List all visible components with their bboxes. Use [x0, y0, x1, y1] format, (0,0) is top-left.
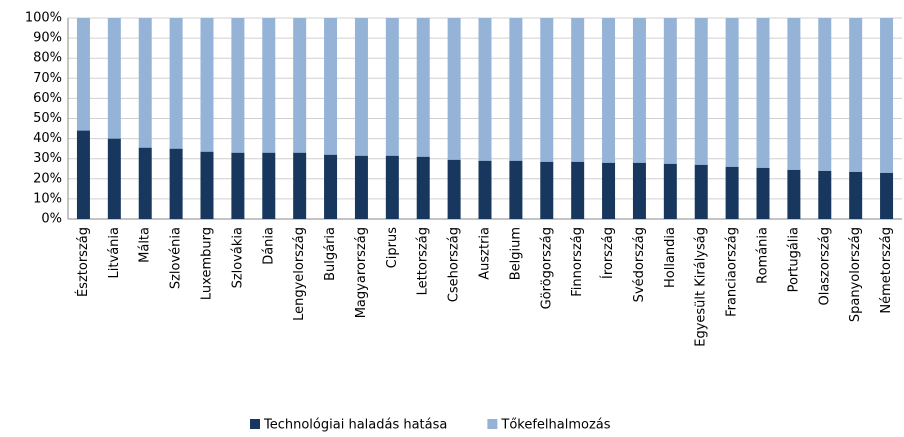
x-tick-label: Litvánia — [107, 227, 122, 278]
bar-segment — [818, 18, 832, 171]
bar-segment — [200, 151, 214, 219]
bar-segment — [571, 18, 585, 162]
bar-segment — [416, 156, 430, 219]
bar-segment — [725, 18, 739, 167]
bar-segment — [602, 162, 616, 219]
bar-segment — [849, 171, 863, 219]
bar-segment — [632, 162, 646, 219]
x-tick-label: Franciaország — [725, 227, 740, 317]
y-tick-label: 70% — [33, 71, 62, 86]
bar-segment — [756, 167, 770, 219]
bar-segment — [725, 166, 739, 219]
bar-segment — [107, 138, 121, 219]
bar-segment — [880, 172, 894, 219]
x-tick-label: Észtország — [75, 227, 91, 297]
bar-segment — [571, 161, 585, 219]
bar-segment — [602, 18, 616, 163]
bar-segment — [540, 161, 554, 219]
y-tick-label: 20% — [33, 171, 62, 186]
x-tick-label: Lengyelország — [292, 227, 307, 321]
x-tick-label: Belgium — [508, 227, 523, 280]
bar-segment — [509, 160, 523, 219]
bar-segment — [231, 152, 245, 219]
bar-segment — [447, 18, 461, 160]
bar-segment — [818, 170, 832, 219]
bar-segment — [540, 18, 554, 162]
bar-segment — [76, 18, 90, 131]
x-tick-label: Luxemburg — [200, 227, 215, 300]
bar-segment — [849, 18, 863, 172]
x-tick-label: Szlovénia — [169, 227, 184, 289]
bar-segment — [447, 159, 461, 219]
x-tick-label: Finnország — [570, 227, 585, 297]
bar-segment — [756, 18, 770, 168]
bar-segment — [385, 155, 399, 219]
x-tick-label: Írország — [600, 227, 616, 279]
legend-swatch — [487, 419, 498, 429]
x-tick-label: Románia — [756, 227, 771, 284]
bar-segment — [262, 18, 276, 153]
legend-label: Tőkefelhalmozás — [500, 418, 610, 433]
x-tick-label: Hollandia — [663, 227, 678, 288]
bar-segment — [632, 18, 646, 163]
bar-segment — [385, 18, 399, 156]
bar-segment — [787, 169, 801, 219]
bar-segment — [663, 18, 677, 164]
x-tick-label: Bulgária — [323, 227, 338, 281]
bar-segment — [354, 155, 368, 219]
legend-swatch — [250, 419, 260, 429]
x-tick-label: Szlovákia — [230, 227, 245, 288]
bar-segment — [293, 18, 307, 153]
x-tick-label: Ciprus — [385, 227, 400, 269]
bar-segment — [354, 18, 368, 156]
bar-segment — [107, 18, 121, 139]
bar-segment — [478, 160, 492, 219]
x-tick-label: Németország — [879, 227, 894, 314]
bar-segment — [76, 130, 90, 219]
bar-segment — [324, 154, 338, 219]
bar-segment — [478, 18, 492, 161]
bar-segment — [138, 18, 152, 148]
x-tick-label: Magyarország — [354, 227, 369, 318]
bar-segment — [416, 18, 430, 157]
y-tick-label: 60% — [33, 91, 62, 106]
bar-segment — [200, 18, 214, 152]
y-tick-label: 30% — [33, 151, 62, 166]
x-tick-label: Svédország — [632, 227, 647, 302]
bar-segment — [324, 18, 338, 155]
bar-segment — [694, 18, 708, 165]
y-tick-label: 90% — [33, 31, 62, 46]
y-tick-label: 10% — [33, 191, 62, 206]
x-tick-label: Portugália — [786, 227, 801, 292]
y-tick-label: 100% — [25, 11, 62, 26]
x-tick-label: Dánia — [261, 227, 276, 265]
bar-segment — [138, 147, 152, 219]
y-tick-label: 40% — [33, 131, 62, 146]
bar-segment — [880, 18, 894, 173]
bar-segment — [663, 163, 677, 219]
bar-segment — [293, 152, 307, 219]
bar-segment — [169, 18, 183, 149]
legend-label: Technológiai haladás hatása — [263, 418, 447, 433]
bar-segment — [231, 18, 245, 153]
x-tick-label: Spanyolország — [848, 227, 863, 322]
x-tick-label: Egyesült Királyság — [694, 227, 709, 347]
y-tick-label: 80% — [33, 51, 62, 66]
bar-segment — [694, 164, 708, 219]
x-tick-label: Málta — [138, 227, 153, 263]
x-tick-label: Lettország — [416, 227, 431, 295]
y-tick-label: 50% — [33, 111, 62, 126]
bar-segment — [509, 18, 523, 161]
bar-segment — [787, 18, 801, 170]
x-tick-label: Görögország — [539, 227, 554, 309]
x-tick-label: Csehország — [447, 227, 462, 302]
bar-segment — [262, 152, 276, 219]
x-tick-label: Olaszország — [817, 227, 832, 306]
y-tick-label: 0% — [41, 212, 62, 227]
x-tick-label: Ausztria — [478, 227, 493, 280]
bar-segment — [169, 148, 183, 219]
